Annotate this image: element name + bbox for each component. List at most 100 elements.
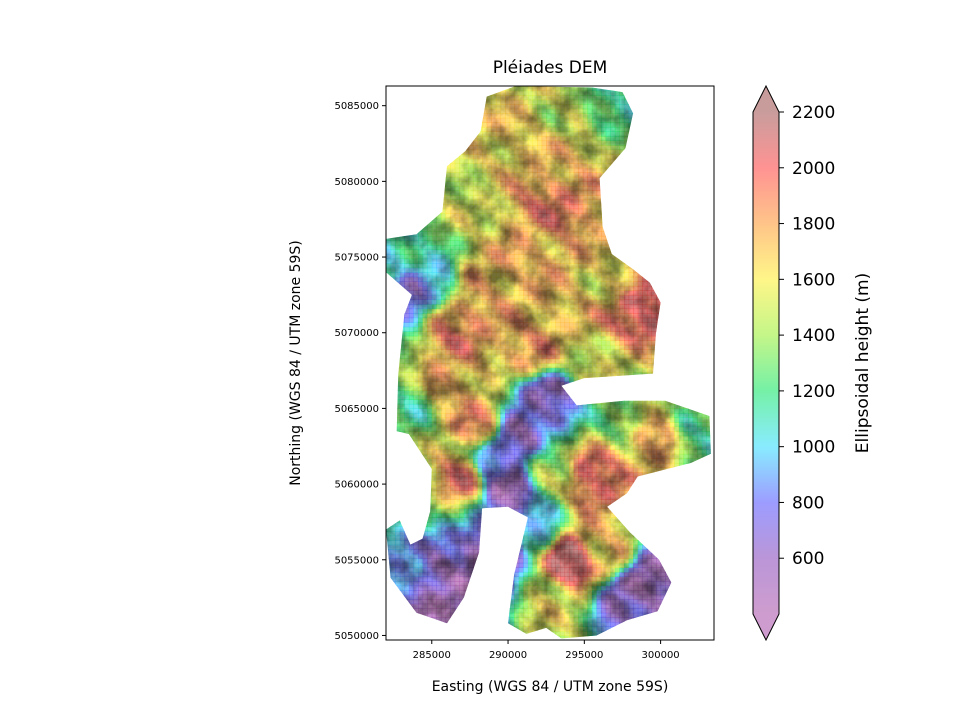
dem-cell <box>408 467 415 473</box>
dem-cell <box>422 104 428 110</box>
dem-cell <box>418 154 424 160</box>
dem-cell <box>459 140 465 146</box>
dem-cell <box>404 517 410 523</box>
dem-cell <box>495 558 502 564</box>
dem-cell <box>390 590 396 596</box>
dem-cell <box>386 494 392 500</box>
dem-cell <box>386 140 392 146</box>
dem-cell <box>495 603 502 609</box>
dem-cell <box>418 476 424 482</box>
dem-cell <box>431 163 437 169</box>
dem-cell <box>390 417 396 423</box>
dem-cell <box>459 612 465 618</box>
dem-cell <box>404 471 410 478</box>
dem-cell <box>472 86 479 92</box>
dem-cell <box>440 108 447 114</box>
dem-cell <box>463 626 469 632</box>
dem-cell <box>454 108 460 114</box>
dem-cell <box>486 590 492 596</box>
dem-cell <box>514 517 520 523</box>
dem-cell <box>390 294 396 301</box>
dem-cell <box>459 630 465 637</box>
dem-cell <box>386 86 392 92</box>
dem-cell <box>482 599 488 605</box>
dem-cell <box>386 204 392 210</box>
dem-cell <box>436 204 442 210</box>
dem-cell <box>422 208 428 214</box>
dem-cell <box>477 590 483 596</box>
dem-cell <box>386 194 392 201</box>
dem-cell <box>436 95 442 101</box>
dem-cell <box>395 199 401 205</box>
dem-cell <box>500 567 506 573</box>
dem-cell <box>390 86 396 92</box>
dem-cell <box>422 108 428 114</box>
dem-cell <box>404 608 410 614</box>
dem-cell <box>418 521 424 528</box>
dem-cell <box>454 95 460 101</box>
dem-cell <box>386 163 392 169</box>
dem-cell <box>418 126 424 133</box>
dem-cell <box>463 99 469 105</box>
dem-cell <box>491 599 497 605</box>
chart-title: Pléiades DEM <box>493 58 608 78</box>
dem-cell <box>404 90 410 96</box>
dem-cell <box>431 95 437 101</box>
dem-cell <box>386 122 392 128</box>
dem-cell <box>395 172 401 178</box>
dem-cell <box>477 612 483 618</box>
dem-cell <box>390 313 396 319</box>
dem-cell <box>454 140 460 146</box>
dem-cell <box>390 185 396 192</box>
dem-cell <box>454 145 460 151</box>
dem-cell <box>408 213 415 219</box>
dem-cell <box>390 449 396 455</box>
dem-cell <box>386 322 392 328</box>
dem-cell <box>390 181 396 187</box>
dem-cell <box>399 154 405 160</box>
dem-cell <box>408 126 415 133</box>
dem-cell <box>472 122 479 128</box>
dem-cell <box>395 140 401 146</box>
dem-cell <box>477 576 483 582</box>
dem-cell <box>386 503 392 509</box>
dem-cell <box>395 326 401 332</box>
dem-cell <box>413 467 419 473</box>
dem-cell <box>468 90 474 96</box>
dem-cell <box>454 149 460 155</box>
dem-cell <box>408 440 415 446</box>
dem-cell <box>408 117 415 123</box>
dem-cell <box>386 308 392 314</box>
dem-cell <box>491 621 497 627</box>
dem-cell <box>413 145 419 151</box>
dem-cell <box>500 571 506 578</box>
dem-cell <box>472 590 479 596</box>
dem-cell <box>413 535 419 541</box>
dem-cell <box>436 194 442 201</box>
dem-cell <box>395 608 401 614</box>
dem-cell <box>459 617 465 623</box>
dem-cell <box>399 453 405 459</box>
dem-cell <box>413 122 419 128</box>
dem-cell <box>418 222 424 228</box>
dem-cell <box>395 467 401 473</box>
dem-cell <box>422 163 428 169</box>
dem-cell <box>390 299 396 305</box>
dem-cell <box>486 531 492 537</box>
dem-cell <box>386 99 392 105</box>
dem-cell <box>468 131 474 137</box>
dem-cell <box>422 490 428 496</box>
dem-cell <box>386 285 392 291</box>
dem-cell <box>477 117 483 123</box>
dem-cell <box>413 449 419 455</box>
dem-cell <box>408 521 415 528</box>
dem-cell <box>486 558 492 564</box>
dem-cell <box>518 526 524 532</box>
dem-cell <box>395 481 401 487</box>
dem-cell <box>427 95 433 101</box>
dem-cell <box>413 485 419 491</box>
dem-cell <box>422 462 428 469</box>
dem-cell <box>404 131 410 137</box>
dem-cell <box>390 353 396 360</box>
dem-cell <box>450 154 456 160</box>
